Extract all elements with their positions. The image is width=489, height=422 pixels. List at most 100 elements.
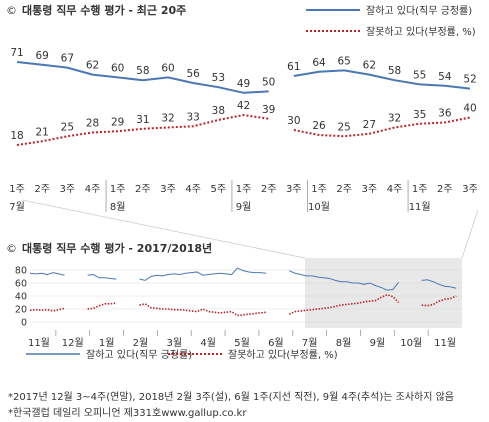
legend2-approve-label: 잘하고 있다(직무 긍정률) [86,348,192,361]
disapprove-label: 40 [463,103,476,115]
approve-label: 62 [363,60,376,72]
approve-label: 62 [86,60,99,72]
bottom-x-tick-label: 10월 [400,337,422,349]
bottom-x-tick-label: 3월 [167,337,183,349]
top-x-tick-label: 3주 [160,184,176,195]
approve-label: 64 [312,57,326,69]
approve-label: 58 [136,65,149,77]
top-x-tick-label: 4주 [85,184,101,195]
approve-label: 58 [388,65,401,77]
top-x-tick-label: 3주 [362,184,378,195]
bottom-x-tick-label: 5월 [234,337,250,349]
bottom-x-tick-label: 9월 [370,337,386,349]
approve2-segment-3 [288,270,400,291]
approve-label: 53 [212,72,225,84]
footnote-1: *2017년 12월 3~4주(연말), 2018년 2월 3주(설), 6월 … [8,392,454,403]
bottom-chart-title-icon: © [6,242,17,255]
disapprove-label: 38 [212,105,225,117]
bottom-chart-legend: 잘하고 있다(직무 긍정률) 잘못하고 있다(부정률, %) [26,348,338,361]
approve-label: 71 [10,47,23,59]
approve-label: 50 [262,76,275,88]
top-x-tick-label: 1주 [412,184,428,195]
approve-label: 54 [438,71,452,83]
top-x-tick-label: 2주 [34,184,50,195]
approve-line-1 [293,69,471,90]
approve-label: 60 [111,62,124,74]
disapprove2-segment-3 [288,293,400,315]
disapprove-label: 26 [312,120,326,132]
disapprove-line-1 [293,116,471,138]
disapprove2-segment-4 [421,295,457,307]
approve-label: 56 [186,68,200,80]
legend2-disapprove-label: 잘못하고 있다(부정률, %) [228,348,338,361]
top-month-label: 7월 [9,201,25,213]
top-chart: © 대통령 직무 수행 평가 - 최근 20주 잘하고 있다(직무 긍정률) 잘… [6,3,478,213]
disapprove-label: 32 [161,113,174,125]
top-approve-series: 71 69 67 62 60 58 60 56 53 49 50 61 64 65 62 58 55 54 52 [10,47,477,94]
approve-label: 55 [413,69,426,81]
disapprove-label: 30 [287,115,300,127]
disapprove-label: 31 [136,114,149,126]
y-tick-label: 80 [15,266,27,277]
bottom-x-axis: 11월 12월 1월 2월 3월 4월 5월 6월 7월 8월 9월 10월 11월 [28,330,456,349]
top-disapprove-series: 18 21 25 28 29 31 32 33 38 42 39 30 26 25 27 32 35 36 40 [10,100,477,146]
bottom-x-tick-label: 12월 [62,337,84,349]
disapprove-label: 36 [438,108,452,120]
bottom-x-tick-label: 6월 [268,337,284,349]
approve-label: 61 [287,61,300,73]
top-chart-legend: 잘하고 있다(직무 긍정률) 잘못하고 있다(부정률, %) [306,4,476,38]
top-x-tick-label: 1주 [311,184,327,195]
y-tick-label: 60 [15,279,27,290]
top-x-tick-label: 2주 [135,184,151,195]
y-tick-label: 0 [21,318,27,329]
top-x-tick-label: 2주 [437,184,453,195]
approve-label: 60 [161,62,174,74]
disapprove-label: 32 [388,113,401,125]
bottom-x-tick-label: 8월 [336,337,352,349]
top-month-label: 8월 [110,201,126,213]
approve-label: 69 [35,50,48,62]
top-x-tick-label: 4주 [387,184,403,195]
top-chart-title-icon: © [6,4,17,17]
bottom-approve-series [29,267,457,291]
bottom-x-tick-label: 11월 [28,337,50,349]
top-x-tick-label: 5주 [211,184,227,195]
bottom-x-tick-label: 4월 [200,337,216,349]
top-month-label: 10월 [308,201,330,213]
top-x-axis: 1주 2주 3주 4주 1주 2주 3주 4주 5주 1주 2주 3주 1주 2주 3주 4주 1주 2주 3주 7월… [9,180,478,213]
disapprove-label: 21 [35,126,48,138]
recent-period-shade [305,258,462,328]
disapprove-label: 33 [186,111,199,123]
approve-label: 49 [237,78,250,90]
bottom-x-tick-label: 7월 [302,337,318,349]
disapprove-label: 29 [111,116,124,128]
legend-disapprove-label: 잘못하고 있다(부정률, %) [366,25,476,38]
footnote-2: *한국갤럽 데일리 오피니언 제331호www.gallup.co.kr [8,408,247,419]
y-tick-label: 20 [15,305,27,316]
disapprove-label: 42 [237,100,250,112]
top-x-tick-label: 1주 [9,184,25,195]
disapprove-label: 25 [61,121,74,133]
top-x-tick-label: 1주 [236,184,252,195]
bottom-x-tick-label: 1월 [99,337,115,349]
disapprove2-segment-2 [139,302,267,317]
disapprove-label: 18 [10,130,23,142]
y-tick-label: 40 [15,292,27,303]
bottom-chart: © 대통령 직무 수행 평가 - 2017/2018년 80 60 40 20 0 11… [6,241,462,361]
bottom-disapprove-series [29,293,457,317]
approve-label: 52 [463,74,476,86]
approve2-segment-0 [29,272,65,276]
approve-label: 65 [337,55,350,67]
top-x-tick-label: 2주 [336,184,352,195]
top-chart-title: 대통령 직무 수행 평가 - 최근 20주 [22,3,186,17]
top-x-tick-label: 2주 [261,184,277,195]
approve2-segment-4 [421,279,457,289]
top-x-tick-label: 4주 [185,184,201,195]
approve2-segment-1 [87,274,117,280]
bottom-x-tick-label: 11월 [434,337,456,349]
top-x-tick-label: 3주 [286,184,302,195]
legend-approve-label: 잘하고 있다(직무 긍정률) [366,4,472,17]
disapprove-label: 39 [262,104,275,116]
top-month-label: 9월 [236,201,252,213]
